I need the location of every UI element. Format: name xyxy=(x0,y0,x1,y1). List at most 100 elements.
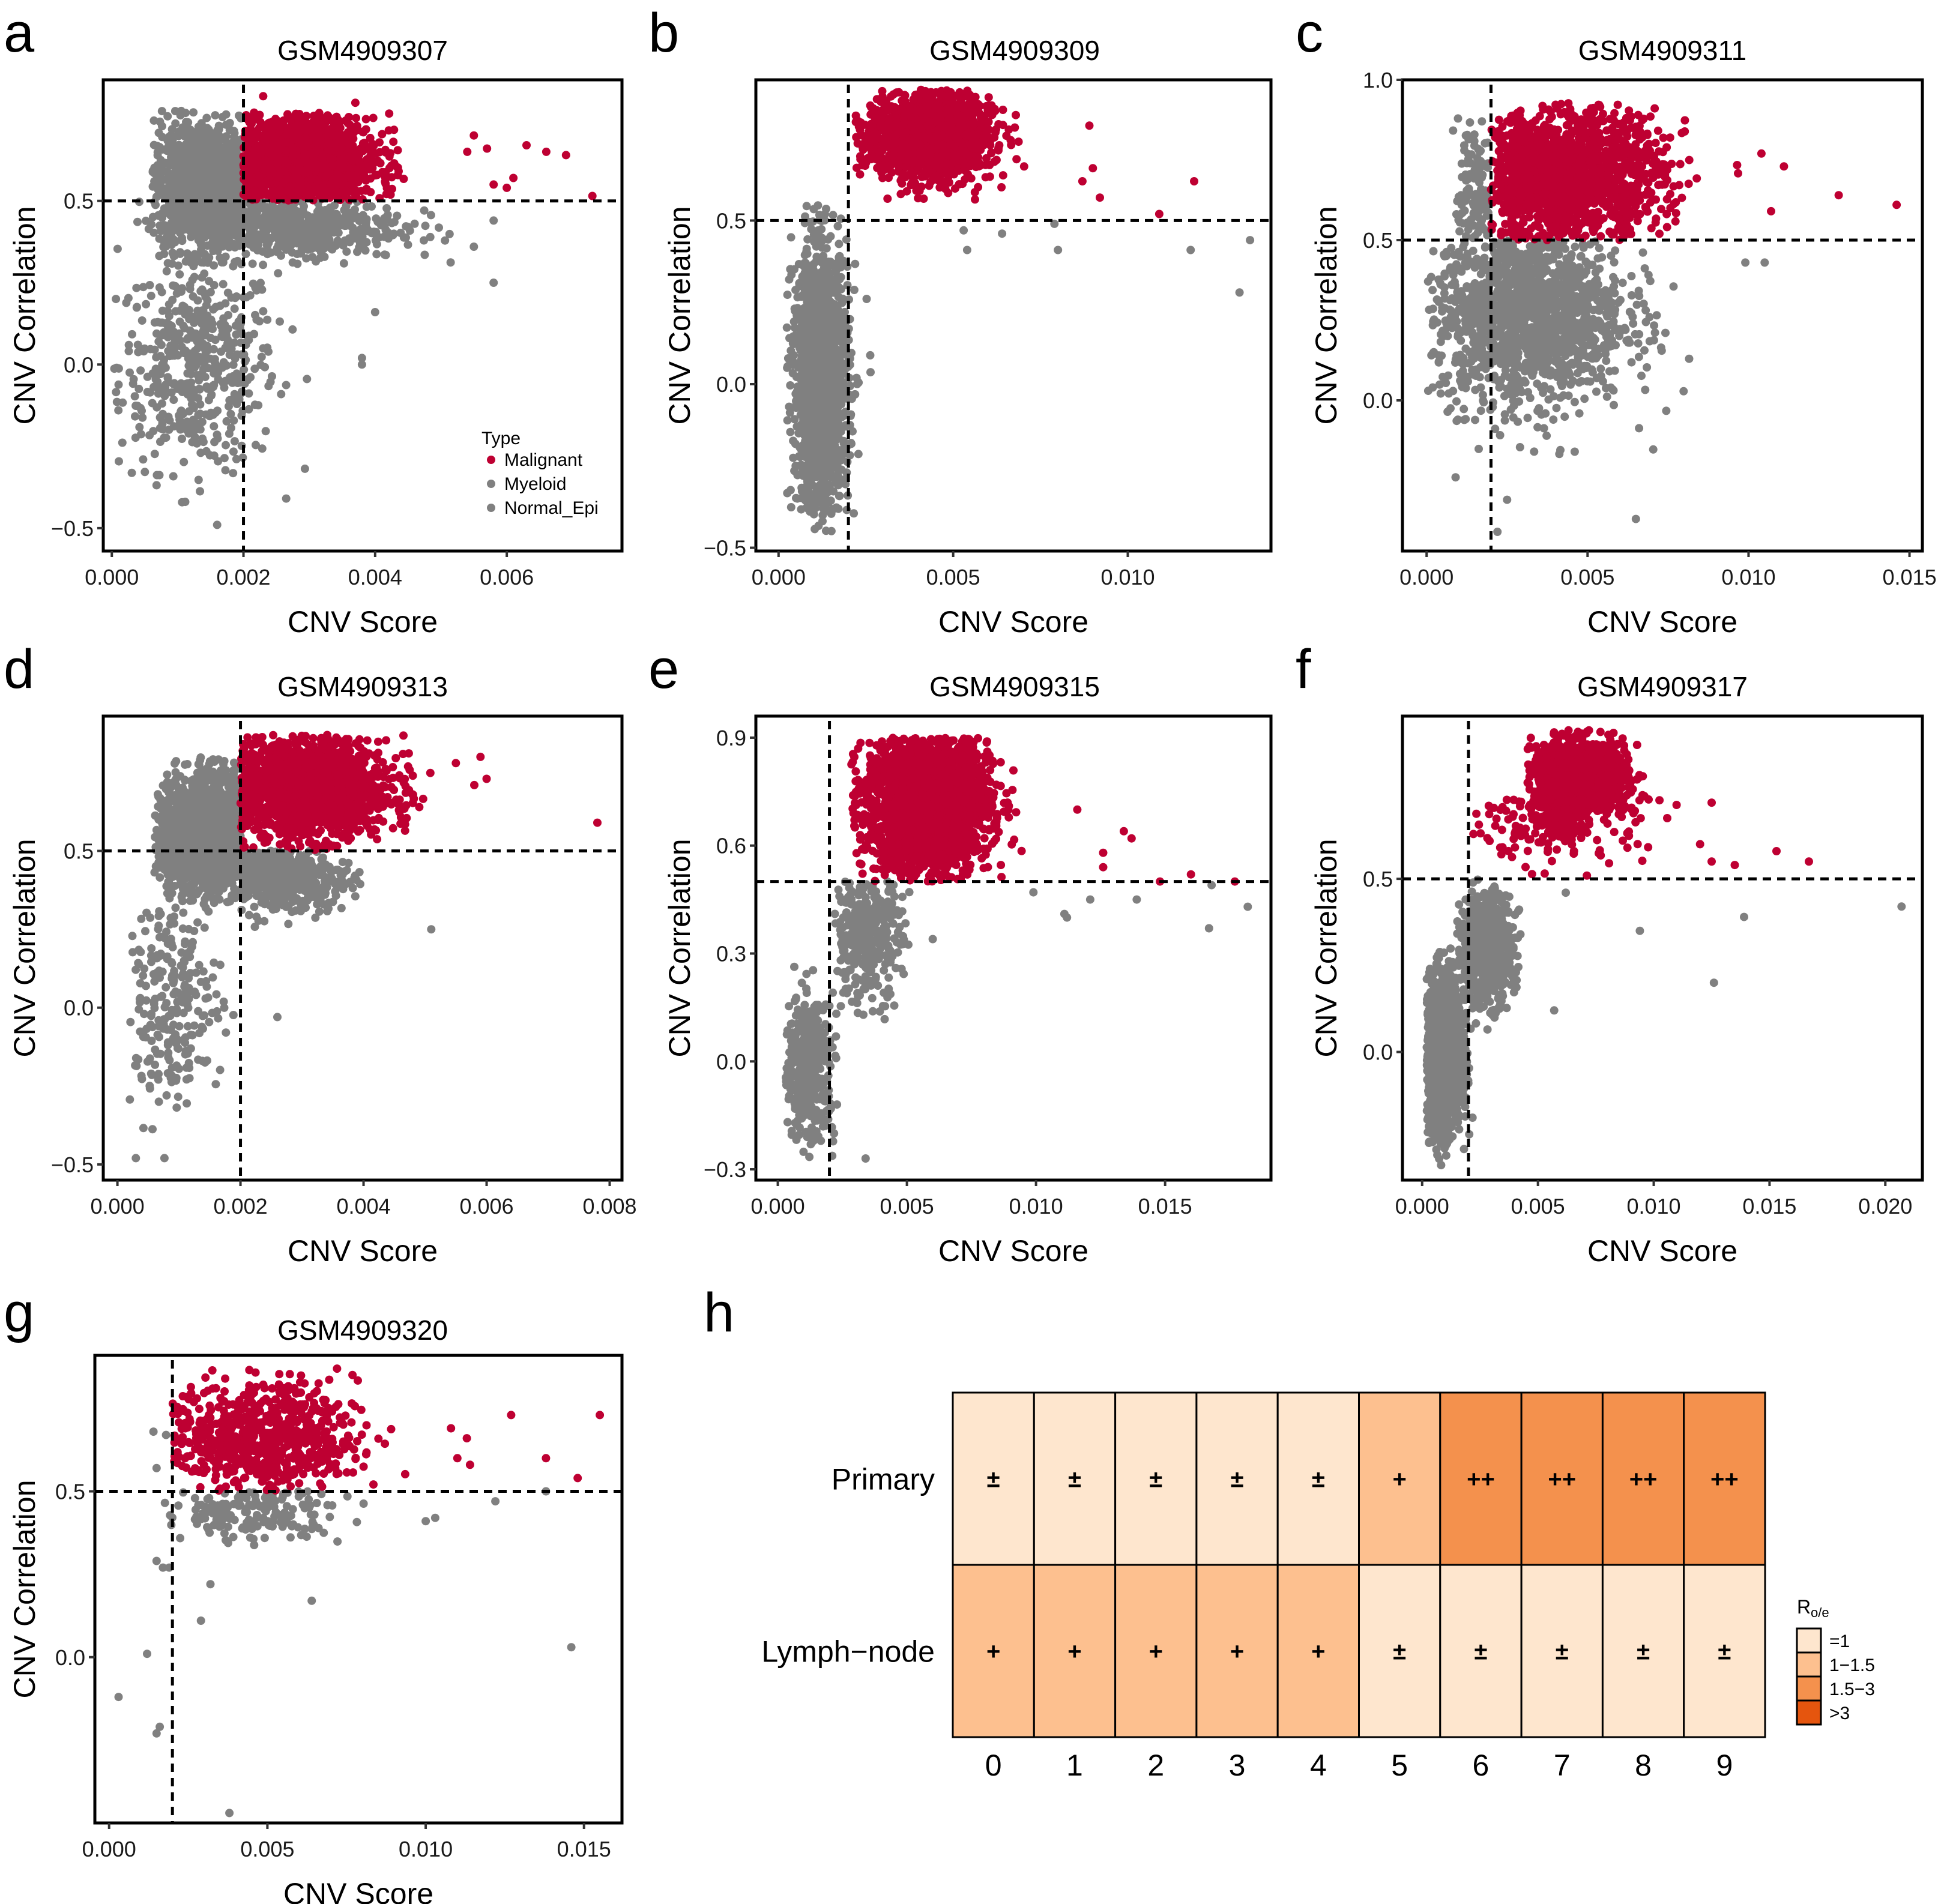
data-point-myeloid xyxy=(352,212,361,221)
data-point-normal_epi xyxy=(199,365,208,374)
data-point-myeloid xyxy=(220,134,229,143)
data-point-malignant xyxy=(463,147,472,156)
data-point-normal_epi xyxy=(139,455,148,464)
data-point-normal_epi xyxy=(206,354,215,363)
data-point-myeloid xyxy=(215,224,224,233)
data-point-malignant xyxy=(280,156,289,165)
data-point-myeloid xyxy=(241,250,250,259)
data-point-malignant xyxy=(255,172,264,181)
data-point-normal_epi xyxy=(200,269,209,278)
data-point-myeloid xyxy=(426,232,435,241)
data-point-normal_epi xyxy=(189,403,198,412)
data-point-myeloid xyxy=(190,131,199,140)
data-point-malignant xyxy=(361,176,370,185)
data-point-normal_epi xyxy=(129,375,138,384)
data-point-normal_epi xyxy=(835,492,844,501)
data-point-malignant xyxy=(288,144,297,152)
data-point-normal_epi xyxy=(803,235,812,244)
data-point-myeloid xyxy=(235,240,244,249)
data-point-normal_epi xyxy=(230,304,239,313)
data-point-malignant xyxy=(295,134,304,143)
data-point-malignant xyxy=(355,150,364,159)
data-point-normal_epi xyxy=(134,384,143,393)
legend-marker xyxy=(487,456,495,464)
data-point-malignant xyxy=(259,92,268,101)
panel-letter-b: b xyxy=(648,2,679,64)
data-point-normal_epi xyxy=(192,360,201,369)
data-point-normal_epi xyxy=(804,458,814,467)
data-point-normal_epi xyxy=(231,321,240,330)
data-point-myeloid xyxy=(300,235,309,244)
data-point-normal_epi xyxy=(209,382,218,391)
data-point-normal_epi xyxy=(202,325,211,334)
data-point-myeloid xyxy=(208,203,217,212)
data-point-myeloid xyxy=(160,237,169,246)
data-point-myeloid xyxy=(382,204,391,212)
data-point-myeloid xyxy=(214,124,223,133)
data-point-myeloid xyxy=(226,238,235,247)
data-point-myeloid xyxy=(178,145,187,154)
data-point-myeloid xyxy=(154,211,163,220)
data-point-malignant xyxy=(352,191,361,200)
data-point-malignant xyxy=(315,109,324,118)
data-point-normal_epi xyxy=(797,505,806,514)
data-point-normal_epi xyxy=(829,211,838,220)
data-point-myeloid xyxy=(376,221,385,230)
data-point-normal_epi xyxy=(835,240,844,249)
data-point-myeloid xyxy=(169,211,178,220)
data-point-myeloid xyxy=(264,204,273,213)
data-point-malignant xyxy=(366,133,375,142)
data-point-myeloid xyxy=(346,208,355,217)
data-point-normal_epi xyxy=(227,345,236,353)
data-point-normal_epi xyxy=(124,346,133,355)
data-point-malignant xyxy=(522,141,531,149)
data-point-myeloid xyxy=(317,214,326,223)
panel-title: GSM4909307 xyxy=(277,35,448,66)
data-point-malignant xyxy=(360,167,369,176)
data-point-malignant xyxy=(268,118,277,127)
data-point-malignant xyxy=(312,146,321,155)
data-point-normal_epi xyxy=(789,340,798,349)
data-point-normal_epi xyxy=(221,299,230,308)
data-point-normal_epi xyxy=(785,402,794,411)
data-point-normal_epi xyxy=(240,352,248,361)
data-point-myeloid xyxy=(328,209,337,218)
data-point-myeloid xyxy=(177,181,186,190)
data-point-normal_epi xyxy=(136,366,145,375)
data-point-normal_epi xyxy=(792,493,800,502)
data-point-myeloid xyxy=(310,214,319,223)
data-point-normal_epi xyxy=(186,359,195,368)
data-point-myeloid xyxy=(152,193,161,202)
data-point-malignant xyxy=(248,163,257,172)
legend-marker xyxy=(487,504,495,512)
data-point-normal_epi xyxy=(145,281,154,289)
data-point-normal_epi xyxy=(133,303,142,312)
data-point-myeloid xyxy=(489,216,498,225)
data-point-myeloid xyxy=(228,176,237,185)
data-point-myeloid xyxy=(222,203,231,212)
data-point-myeloid xyxy=(144,224,153,233)
data-point-normal_epi xyxy=(833,221,842,230)
data-point-normal_epi xyxy=(785,275,794,284)
data-point-malignant xyxy=(363,155,372,164)
data-point-myeloid xyxy=(245,240,254,249)
data-point-myeloid xyxy=(216,181,225,190)
data-point-myeloid xyxy=(151,200,160,209)
data-point-myeloid xyxy=(154,128,163,137)
data-point-normal_epi xyxy=(252,441,260,450)
data-point-normal_epi xyxy=(195,420,204,429)
data-point-malignant xyxy=(386,149,395,158)
data-point-normal_epi xyxy=(196,400,205,409)
data-point-myeloid xyxy=(152,142,161,151)
data-point-normal_epi xyxy=(788,369,797,378)
data-point-malignant xyxy=(325,139,334,148)
data-point-normal_epi xyxy=(222,441,230,450)
data-point-myeloid xyxy=(297,245,306,253)
data-point-normal_epi xyxy=(188,276,197,285)
y-tick-label: 0.5 xyxy=(64,189,94,214)
data-point-myeloid xyxy=(168,125,177,134)
data-point-malignant xyxy=(308,163,317,172)
data-point-malignant xyxy=(247,119,256,128)
data-point-malignant xyxy=(328,161,337,170)
